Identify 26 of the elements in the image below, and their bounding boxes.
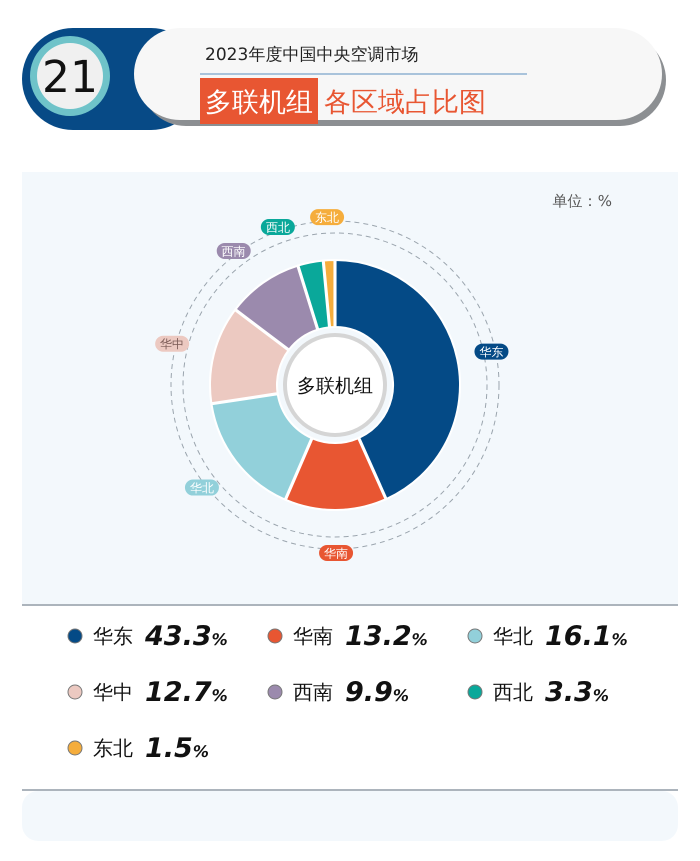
- chart-subtitle: 2023年度中国中央空调市场: [205, 45, 418, 65]
- data-label: 43.3%: [144, 621, 228, 652]
- data-label: 3.3%: [545, 677, 609, 708]
- slice-label: 华南: [324, 546, 348, 560]
- data-label: 16.1%: [545, 621, 628, 652]
- legend-label: 华北: [493, 624, 533, 648]
- legend-label: 华东: [93, 624, 133, 648]
- legend-label: 华南: [293, 624, 333, 648]
- slice-label: 华东: [479, 345, 504, 360]
- chart-title: 多联机组 各区域占比图: [205, 87, 486, 118]
- text: 多联机组: [297, 375, 373, 397]
- data-label: 13.2%: [345, 621, 428, 652]
- slice-label: 华北: [190, 481, 214, 496]
- data-label: 12.7%: [145, 677, 228, 708]
- legend-label: 西南: [293, 680, 333, 704]
- text: 21: [42, 52, 98, 103]
- text: 单位：%: [552, 192, 612, 210]
- slice-label: 东北: [315, 210, 340, 225]
- legend-label: 西北: [493, 680, 533, 704]
- data-label: 1.5%: [145, 733, 209, 764]
- legend-label: 东北: [93, 736, 133, 760]
- legend-label: 华中: [93, 680, 133, 704]
- slice-label: 西北: [266, 220, 290, 235]
- data-label: 9.9%: [345, 677, 409, 708]
- slice-label: 华中: [160, 337, 184, 352]
- slice-label: 西南: [222, 244, 246, 258]
